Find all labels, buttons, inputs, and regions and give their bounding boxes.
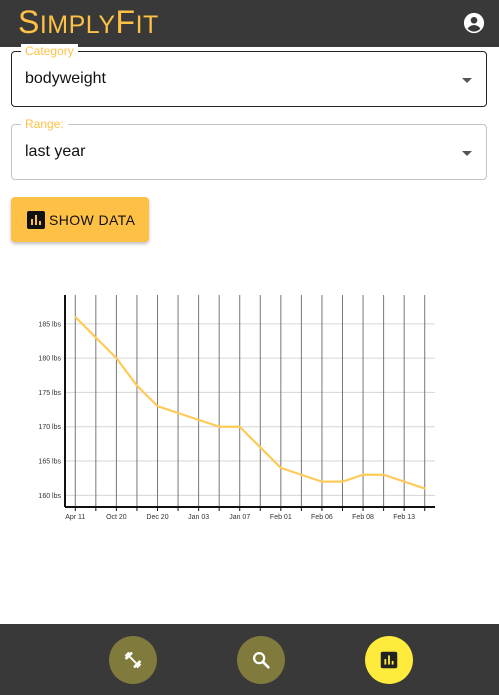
data-point (382, 473, 385, 476)
y-tick-label: 175 lbs (38, 390, 61, 397)
data-point (362, 473, 364, 476)
data-point (94, 336, 97, 339)
search-icon (253, 652, 270, 669)
data-point (218, 425, 221, 428)
range-label: Range: (21, 117, 68, 131)
data-point (197, 418, 200, 421)
data-point (403, 480, 406, 483)
x-tick-label: Dec 20 (146, 514, 168, 521)
category-value: bodyweight (25, 70, 106, 87)
show-data-button[interactable]: SHOW DATA (11, 197, 149, 242)
data-point (136, 384, 138, 387)
account-circle-icon[interactable] (463, 12, 485, 34)
app-logo: SIMPLYFIT (18, 4, 159, 40)
y-tick-label: 185 lbs (38, 321, 61, 328)
x-tick-label: Feb 08 (352, 514, 374, 521)
y-tick-label: 170 lbs (38, 424, 61, 431)
bodyweight-line-chart: 160 lbs 165 lbs 170 lbs 175 lbs 180 lbs 185 l… (38, 295, 435, 521)
y-tick-label: 165 lbs (38, 459, 61, 466)
range-value: last year (25, 143, 86, 160)
nav-workout-button[interactable] (109, 636, 157, 684)
bar-chart-icon (27, 210, 45, 229)
x-tick-label: Jan 07 (229, 514, 250, 521)
show-data-label: SHOW DATA (49, 211, 136, 228)
bottom-navigation (0, 624, 499, 695)
x-tick-label: Feb 01 (270, 514, 292, 521)
data-point (74, 316, 77, 318)
data-point (259, 446, 262, 449)
data-point (177, 412, 179, 414)
data-point (115, 357, 118, 360)
range-select[interactable]: Range: last year (11, 117, 487, 180)
data-point (156, 405, 159, 408)
dumbbell-icon (124, 651, 142, 669)
data-point (341, 480, 344, 483)
category-label: Category (21, 44, 78, 58)
x-tick-label: Oct 20 (106, 514, 127, 521)
x-tick-label: Feb 06 (311, 514, 333, 521)
y-tick-label: 180 lbs (38, 356, 61, 363)
nav-search-button[interactable] (237, 636, 285, 684)
x-tick-label: Apr 11 (65, 514, 85, 521)
dropdown-arrow-icon (462, 78, 472, 83)
app-bar: SIMPLYFIT (0, 0, 499, 47)
x-tick-label: Jan 03 (188, 514, 209, 521)
dropdown-arrow-icon (462, 151, 472, 156)
data-point (300, 473, 303, 476)
bodyweight-series-line (74, 316, 426, 490)
nav-stats-button[interactable] (365, 636, 413, 684)
bar-chart-icon (380, 651, 398, 669)
data-point (238, 425, 241, 428)
category-select[interactable]: Category bodyweight (11, 44, 487, 107)
data-point (423, 487, 426, 490)
x-tick-label: Feb 13 (393, 514, 415, 521)
data-point (279, 466, 282, 469)
data-point (321, 480, 323, 483)
y-tick-label: 160 lbs (38, 493, 61, 500)
